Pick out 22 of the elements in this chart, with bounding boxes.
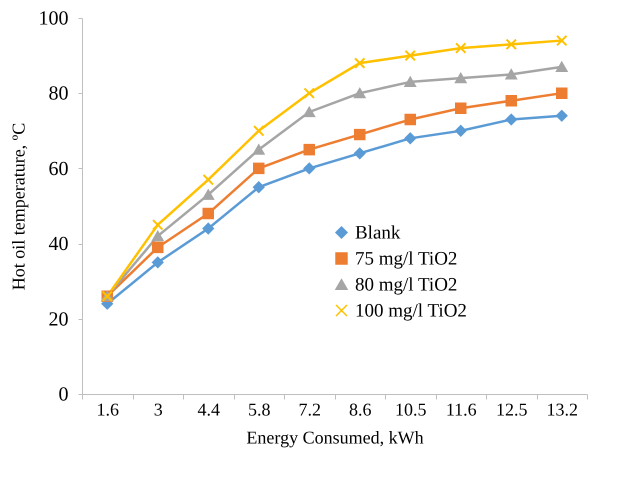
x-axis-title: Energy Consumed, kWh [246,428,424,448]
y-tick-label: 40 [48,233,68,256]
x-tick-label: 7.2 [298,400,321,420]
y-tick-label: 80 [48,82,68,105]
legend-label: 75 mg/l TiO2 [355,248,458,270]
x-tick-label: 13.2 [546,400,578,420]
legend-label: 80 mg/l TiO2 [355,274,458,296]
y-tick-label: 0 [58,384,68,406]
x-tick-label: 1.6 [96,400,119,420]
x-tick-label: 5.8 [248,400,270,420]
legend-label: Blank [355,222,401,244]
legend-label: 100 mg/l TiO2 [355,300,467,322]
x-tick-label: 8.6 [349,400,372,420]
x-tick-label: 10.5 [395,400,426,420]
x-tick-label: 4.4 [198,400,220,420]
y-tick-label: 20 [48,308,68,330]
x-tick-label: 12.5 [496,400,528,420]
y-tick-label: 100 [38,8,68,30]
y-axis-title: Hot oil temperature, ºC [8,122,28,290]
x-tick-label: 3 [154,400,163,420]
x-tick-label: 11.6 [446,400,477,420]
y-tick-label: 60 [48,158,68,180]
